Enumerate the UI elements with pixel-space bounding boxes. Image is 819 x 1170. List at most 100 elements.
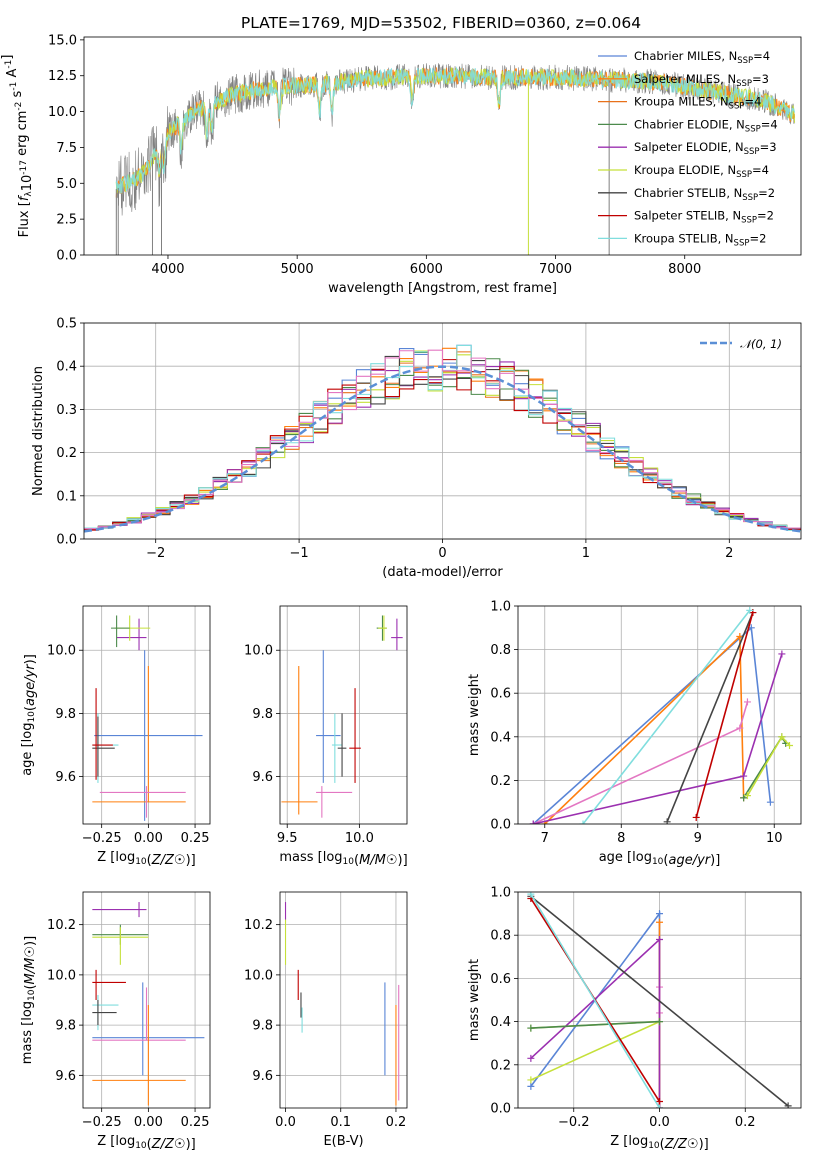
weight_vs_Z-xtick-label: 0.2 [735,1115,756,1130]
spectrum-plot-area [115,63,796,255]
weight_vs_age-ytick-label: 0.8 [490,643,511,658]
age_vs_Z-ylabel: age [log10(age/yr)] [20,654,38,776]
weight_vs_age-marker [736,724,744,732]
age_vs_mass-xtick-label: 9.5 [277,831,298,846]
weight_vs_Z-ytick-label: 0.4 [490,1015,511,1030]
residuals-ytick-label: 0.4 [56,360,77,375]
weight_vs_age-ytick-label: 0.0 [490,818,511,833]
weight_vs_age-ytick-label: 0.6 [490,687,511,702]
weight_vs_age-marker [743,698,751,706]
spectrum-frame [83,36,802,256]
mass_vs_Z-xlabel: Z [log10(Z/Z☉)] [97,1134,196,1152]
mass_vs_ebv-xtick-label: 0.1 [330,1115,351,1130]
weight_vs_age-plot-area [529,606,794,824]
weight_vs_age-ytick-label: 0.2 [490,774,511,789]
weight_vs_age-frame [517,605,802,825]
weight_vs_Z-marker [656,910,663,918]
legend-entry: Salpeter MILES, NSSP=3 [634,72,769,89]
weight_vs_Z-marker [527,1082,535,1090]
age_vs_Z-frame [82,605,211,825]
spectrum-xlabel: wavelength [Angstrom, rest frame] [328,281,557,296]
weight_vs_Z-ytick-label: 1.0 [490,886,511,901]
spectrum-ytick-label: 7.5 [56,141,77,156]
weight_vs_Z-series-8 [530,893,661,1108]
weight_vs_age-marker [579,820,587,824]
residuals-xtick-label: 2 [725,546,733,561]
weight_vs_age-marker [743,792,751,800]
weight_vs_age-grid [518,605,801,825]
weight_vs_Z-xtick-label: −0.2 [558,1115,590,1130]
age_vs_Z-xtick-label: 0.00 [134,831,163,846]
mass_vs_ebv-ytick-label: 9.8 [252,1019,273,1034]
legend-entry: Chabrier ELODIE, NSSP=4 [634,117,778,134]
weight_vs_age-marker [766,798,774,806]
weight_vs_age-xtick-label: 8 [617,831,625,846]
weight_vs_Z-marker [784,1102,792,1108]
weight_vs_Z-plot-area [527,892,792,1108]
residuals-xtick-label: 0 [438,546,446,561]
weight_vs_age-xtick-label: 9 [694,831,702,846]
weight_vs_age-series-1 [544,634,745,824]
weight_vs_Z-marker [527,1024,535,1032]
weight_vs_Z-ytick-label: 0.2 [490,1058,511,1073]
mass_vs_ebv-grid [280,892,407,1108]
weight_vs_age-ytick-label: 1.0 [490,600,511,615]
legend-entry: Chabrier MILES, NSSP=4 [634,49,770,66]
weight_vs_age-marker [740,794,748,802]
weight_vs_Z-ytick-label: 0.8 [490,929,511,944]
age_vs_mass-xtick-label: 10.0 [345,831,374,846]
mass_vs_ebv-ytick-label: 10.0 [244,968,273,983]
weight_vs_Z-marker [527,1054,535,1062]
residuals-xtick-label: 1 [582,546,590,561]
weight_vs_Z-ytick-label: 0.0 [490,1102,511,1117]
spectrum-ytick-label: 5.0 [56,177,77,192]
weight_vs_age-series-8 [582,609,751,824]
legend-entry: Salpeter ELODIE, NSSP=3 [634,140,777,157]
spectrum-ytick-label: 15.0 [48,33,77,48]
mass_vs_Z-xtick-label: −0.25 [82,1115,122,1130]
weight_vs_age-marker [663,818,671,824]
spectrum-xtick-label: 7000 [539,262,572,277]
weight_vs_Z-ylabel: mass weight [467,959,482,1041]
residuals-ytick-label: 0.2 [56,446,77,461]
residuals-ytick-label: 0.3 [56,403,77,418]
age_vs_Z-xtick-label: 0.25 [181,831,210,846]
weight_vs_age-series-2 [532,701,749,824]
residuals-ytick-label: 0.5 [56,317,77,332]
mass_vs_Z-grid [83,892,210,1108]
legend-entry: Chabrier STELIB, NSSP=2 [634,186,775,203]
weight_vs_Z-series-0 [530,911,661,1108]
weight_vs_Z-panel: −0.2 0.0 0.2 0.0 0.2 0.4 0.6 0.8 1.0 Z [log10(Z/Z… [467,886,802,1152]
mass_vs_Z-ytick-label: 9.8 [55,1019,76,1034]
spectrum-xtick-label: 8000 [668,262,701,277]
weight_vs_age-marker [529,820,537,824]
mass_vs_Z-panel: −0.25 0.00 0.25 9.6 9.8 10.0 10.2 Z [log10(Z/Z☉… [20,891,211,1152]
mass_vs_Z-plot-area [92,902,205,1106]
mass_vs_ebv-xtick-label: 0.2 [386,1115,407,1130]
weight_vs_age-marker [746,606,754,614]
age_vs_mass-xlabel: mass [log10(M/M☉)] [279,850,407,868]
weight_vs_Z-marker [656,1018,663,1026]
residuals-panel: −2 −1 0 1 2 0.0 0.1 0.2 0.3 0.4 0.5 (data-model)/er… [31,317,802,580]
residuals-xlabel: (data-model)/error [382,565,503,580]
normal-legend-label: 𝒩(0, 1) [740,337,782,351]
legend-entry: Kroupa ELODIE, NSSP=4 [634,163,769,180]
weight_vs_age-ytick-label: 0.4 [490,730,511,745]
weight_vs_Z-ytick-label: 0.6 [490,972,511,987]
age_vs_Z-xtick-label: −0.25 [82,831,122,846]
weight_vs_Z-series-5 [530,1020,660,1029]
weight_vs_Z-series-3 [530,937,661,1108]
residuals-ytick-label: 0.0 [56,533,77,548]
mass_vs_Z-ytick-label: 10.2 [47,918,76,933]
residuals-xtick-label: −1 [290,546,309,561]
weight_vs_Z-series-6 [530,895,789,1107]
weight_vs_Z-marker [656,918,663,926]
figure-title: PLATE=1769, MJD=53502, FIBERID=0360, z=0… [241,14,641,32]
age_vs_mass-frame [279,605,408,825]
age_vs_Z-plot-area [92,615,203,821]
legend-entry: Salpeter STELIB, NSSP=2 [634,209,774,226]
spectrum-xtick-label: 6000 [410,262,443,277]
weight_vs_age-xtick-label: 7 [541,831,549,846]
weight_vs_age-xlabel: age [log10(age/yr)] [599,850,721,868]
